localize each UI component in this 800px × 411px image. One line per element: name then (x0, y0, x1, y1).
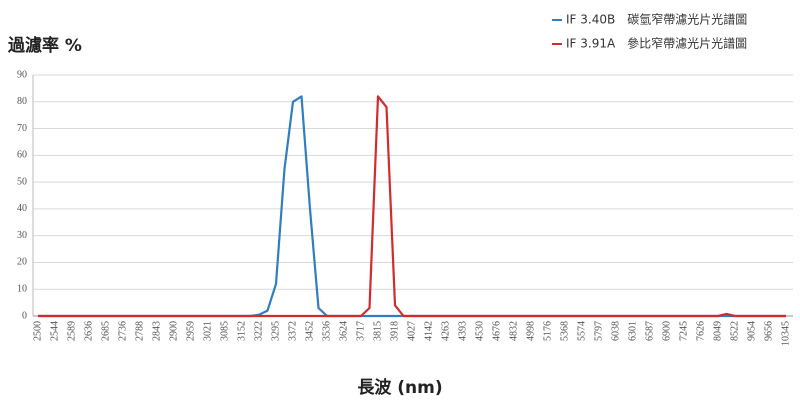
y-tick-label: 80 (17, 96, 27, 107)
x-tick-label: 3624 (338, 321, 349, 341)
x-tick-label: 6301 (627, 321, 638, 341)
x-tick-label: 2685 (100, 321, 111, 341)
x-tick-label: 2589 (66, 321, 77, 341)
y-tick-label: 40 (17, 203, 27, 214)
x-tick-label: 3222 (253, 321, 264, 341)
y-tick-label: 50 (17, 176, 27, 187)
x-tick-label: 9656 (763, 321, 774, 341)
y-tick-label: 70 (17, 123, 27, 134)
x-tick-label: 4530 (474, 321, 485, 341)
x-tick-label: 3717 (355, 321, 366, 341)
x-tick-label: 5574 (576, 321, 587, 341)
x-tick-label: 8049 (712, 321, 723, 341)
x-tick-label: 5176 (542, 321, 553, 341)
x-tick-label: 2788 (134, 321, 145, 341)
x-axis-title: 長波 (nm) (357, 377, 442, 398)
y-tick-label: 30 (17, 230, 27, 241)
y-tick-label: 20 (17, 257, 27, 268)
y-axis-title: 過濾率 % (8, 35, 82, 56)
series-line (38, 95, 786, 318)
y-tick-label: 90 (17, 69, 27, 80)
x-tick-label: 4832 (508, 321, 519, 341)
x-tick-label: 2544 (49, 321, 60, 341)
x-tick-label: 4263 (440, 321, 451, 341)
x-tick-label: 7245 (678, 321, 689, 341)
x-tick-label: 9054 (746, 321, 757, 341)
x-tick-label: 4676 (491, 321, 502, 341)
y-tick-label: 0 (22, 310, 27, 321)
x-tick-label: 3085 (219, 321, 230, 341)
x-tick-label: 6587 (644, 321, 655, 341)
x-tick-label: 2736 (117, 321, 128, 341)
x-tick-label: 3152 (236, 321, 247, 341)
x-tick-label: 2500 (32, 321, 43, 341)
x-tick-label: 4998 (525, 321, 536, 341)
x-tick-label: 2843 (151, 321, 162, 341)
x-tick-label: 4142 (423, 321, 434, 341)
series-line (38, 95, 786, 318)
x-tick-label: 2900 (168, 321, 179, 341)
x-tick-label: 3372 (287, 321, 298, 341)
x-tick-label: 2959 (185, 321, 196, 341)
x-tick-label: 10345 (780, 321, 791, 346)
x-tick-label: 3815 (372, 321, 383, 341)
x-tick-label: 3295 (270, 321, 281, 341)
x-tick-label: 3918 (389, 321, 400, 341)
x-tick-label: 4027 (406, 321, 417, 341)
x-tick-label: 7626 (695, 321, 706, 341)
legend-label: IF 3.91A 參比窄帶濾光片光譜圖 (566, 36, 747, 51)
y-tick-label: 10 (17, 284, 27, 295)
x-tick-label: 3452 (304, 321, 315, 341)
x-tick-label: 5368 (559, 321, 570, 341)
x-tick-label: 6038 (610, 321, 621, 341)
x-tick-label: 8522 (729, 321, 740, 341)
y-tick-label: 60 (17, 150, 27, 161)
x-tick-label: 2636 (83, 321, 94, 341)
x-tick-label: 6900 (661, 321, 672, 341)
legend-label: IF 3.40B 碳氫窄帶濾光片光譜圖 (566, 12, 747, 27)
x-tick-label: 5797 (593, 321, 604, 341)
x-tick-label: 4393 (457, 321, 468, 341)
x-tick-label: 3021 (202, 321, 213, 341)
x-tick-label: 3536 (321, 321, 332, 341)
